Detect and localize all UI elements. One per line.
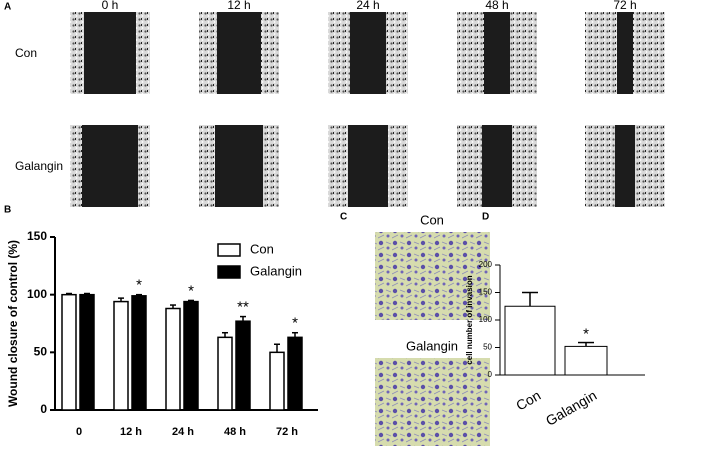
legend-label: Con [250,241,274,256]
bar [269,351,285,411]
significance: * [583,326,589,343]
y-tick-label: 100 [27,287,47,301]
bar [287,336,303,411]
transwell-image [375,358,490,446]
y-axis-label: Wound closure of control (%) [6,240,20,407]
bar [504,305,556,376]
wound-gap [215,125,263,207]
row-label: Con [15,46,37,60]
x-tick-label: 0 [76,426,82,438]
wound-gap [482,125,512,207]
y-tick-label: 0 [40,402,47,416]
time-label: 48 h [485,0,508,12]
y-tick-label: 100 [479,315,493,324]
panel-letter: C [340,212,347,223]
bar [564,345,608,376]
x-tick-label: Con [513,387,543,414]
x-tick-label: 24 h [172,426,194,438]
wound-gap [484,12,510,94]
wound-gap [82,125,138,207]
panel-letter: A [4,2,11,13]
significance: * [136,277,142,294]
bar [235,320,251,411]
time-label: 72 h [613,0,636,12]
charts: B 0 50 100 150 Wound closure of control (%) 0 1… [4,205,645,438]
wound-gap [217,12,261,94]
y-tick-label: 150 [479,288,493,297]
bar [183,300,199,411]
bar [79,293,95,411]
image-label: Con [420,212,444,227]
x-tick-label: Galangin [543,387,600,429]
bar [61,293,77,411]
y-tick-label: 200 [479,260,493,269]
x-tick-label: 72 h [276,426,298,438]
wound-gap [617,12,633,94]
panel-c: C Con Galangin [340,212,490,446]
transwell-image [375,232,490,320]
x-tick-label: 48 h [224,426,246,438]
significance: ** [237,299,249,316]
row-label: Galangin [15,159,63,173]
legend-swatch [217,265,241,279]
legend-swatch [217,243,241,257]
wound-gap [615,125,635,207]
y-tick-label: 50 [34,345,48,359]
wound-gap [350,12,386,94]
legend-label: Galangin [250,263,302,278]
y-tick-label: 50 [483,343,492,352]
bar [113,300,129,411]
wound-gap [84,12,136,94]
panel-a: A 0 h 12 h 24 h 48 h 72 h Con Galangin [4,0,665,207]
bar [131,295,147,411]
time-label: 0 h [102,0,119,12]
significance: * [292,315,298,332]
time-label: 12 h [227,0,250,12]
panel-letter: B [4,205,11,216]
bar [217,336,233,411]
y-tick-label: 150 [27,229,47,243]
y-tick-label: 0 [488,370,493,379]
image-label: Galangin [406,338,458,353]
bar [165,307,181,411]
time-label: 24 h [356,0,379,12]
significance: * [188,282,194,299]
y-axis-label: cell number of invasion [465,275,474,364]
wound-gap [348,125,388,207]
x-tick-label: 12 h [120,426,142,438]
panel-letter: D [482,212,489,223]
